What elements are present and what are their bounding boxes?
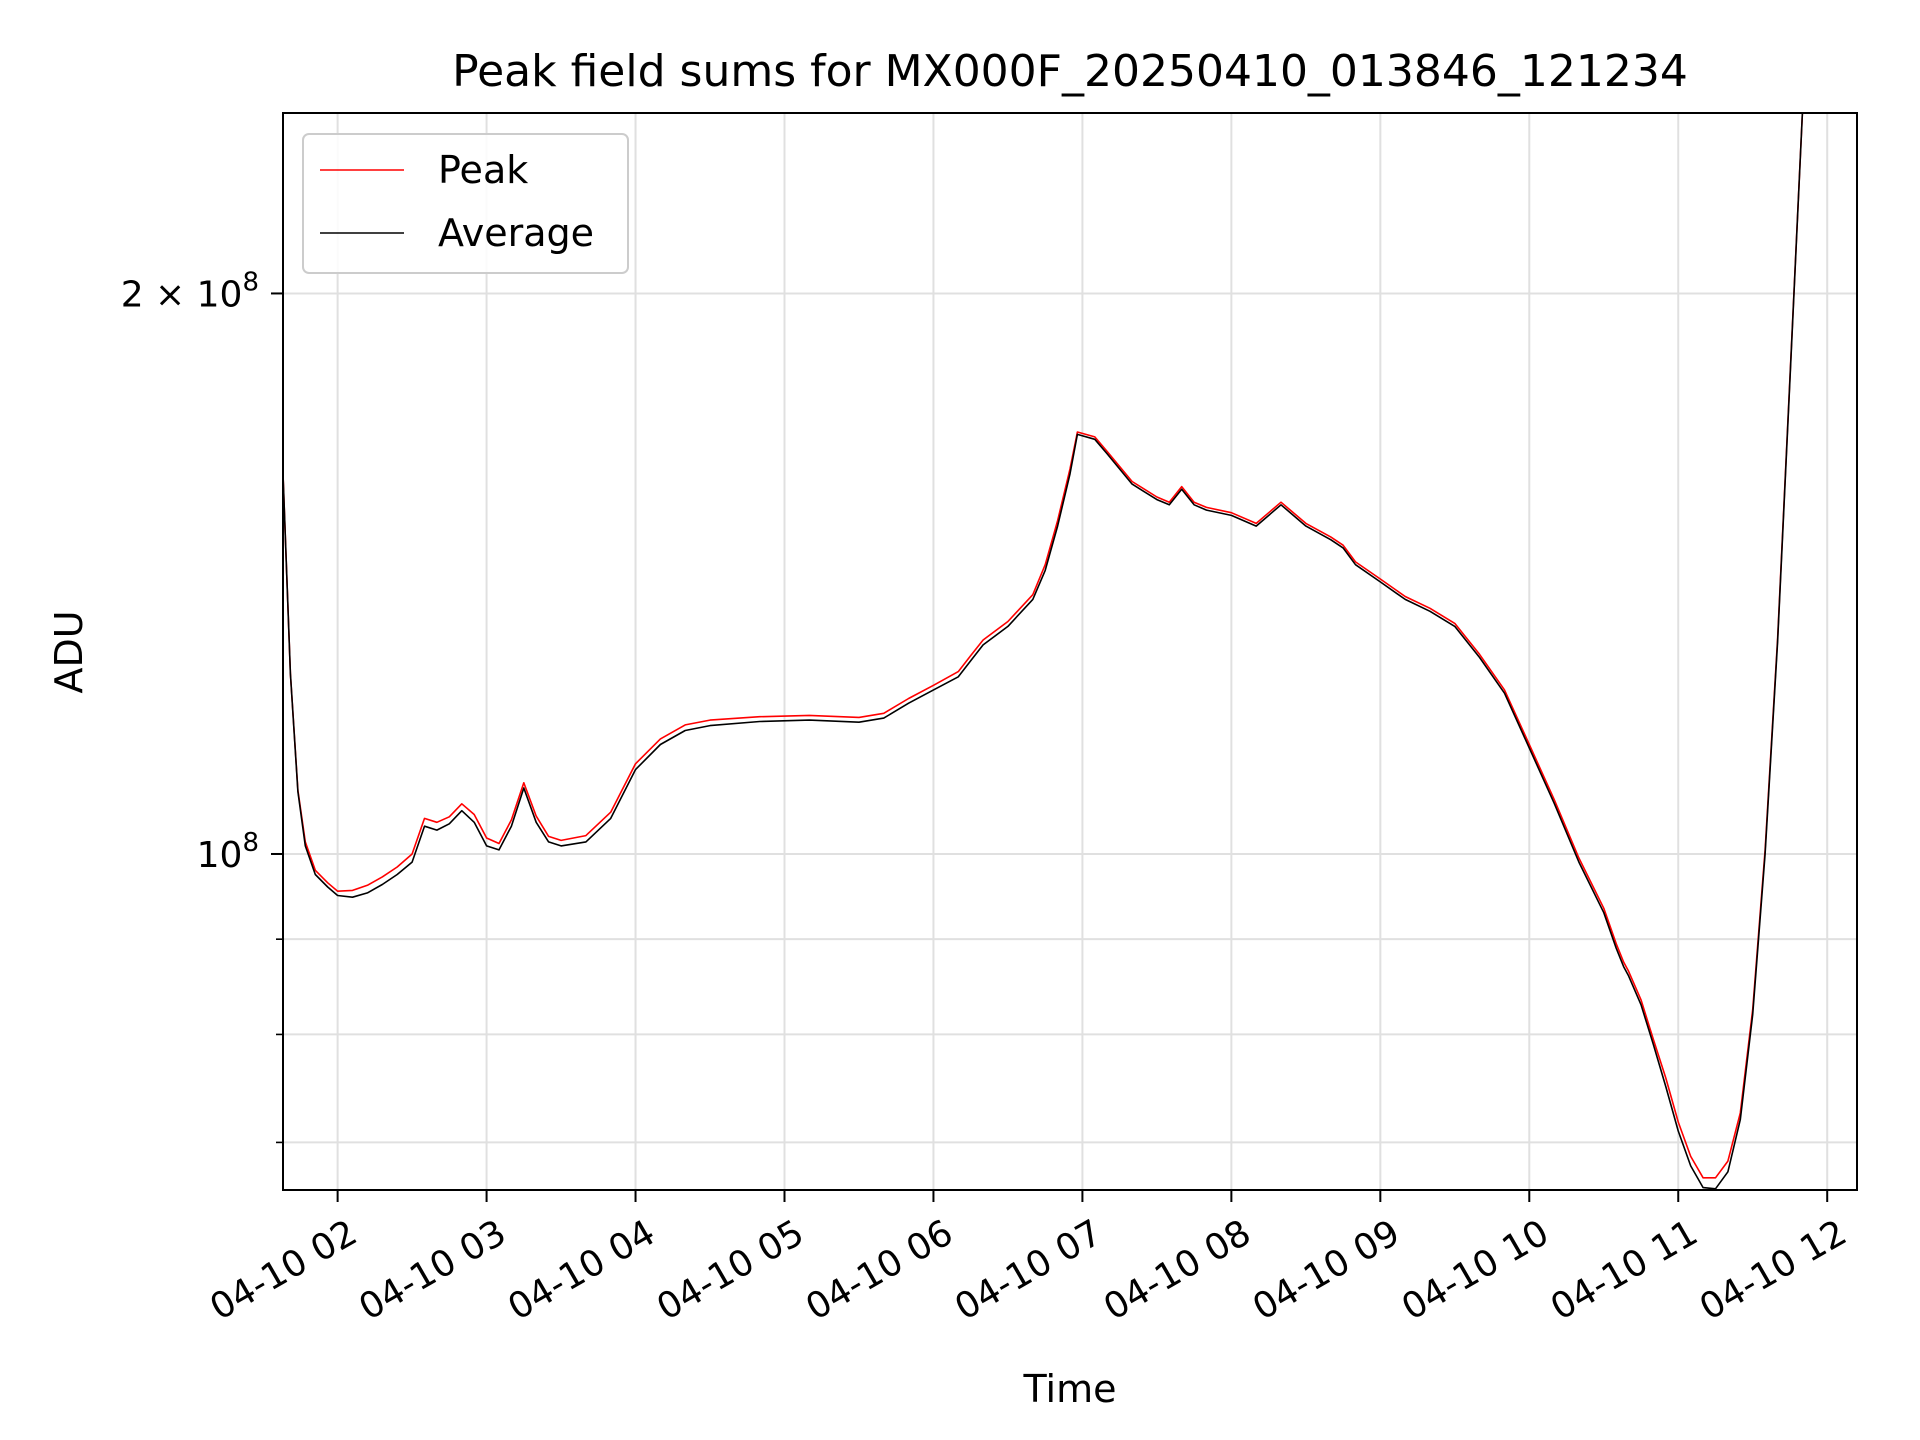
plot-frame <box>282 112 1858 1191</box>
legend-label-average: Average <box>438 211 594 255</box>
series-line-peak <box>283 113 1804 1179</box>
chart-title: Peak field sums for MX000F_20250410_0138… <box>452 46 1688 97</box>
grid <box>283 113 1857 1190</box>
series-layer <box>283 113 1804 1190</box>
x-axis-label: Time <box>1023 1367 1117 1411</box>
series-line-average <box>283 113 1804 1190</box>
y-axis-label: ADU <box>47 610 91 693</box>
y-tick-label: 2 × 108 <box>121 267 259 315</box>
y-axis: 108 2 × 108 <box>121 267 283 1144</box>
legend-box <box>302 133 629 274</box>
legend-label-peak: Peak <box>438 148 528 192</box>
y-tick-label: 108 <box>197 828 259 876</box>
legend: Peak Average <box>302 133 629 274</box>
